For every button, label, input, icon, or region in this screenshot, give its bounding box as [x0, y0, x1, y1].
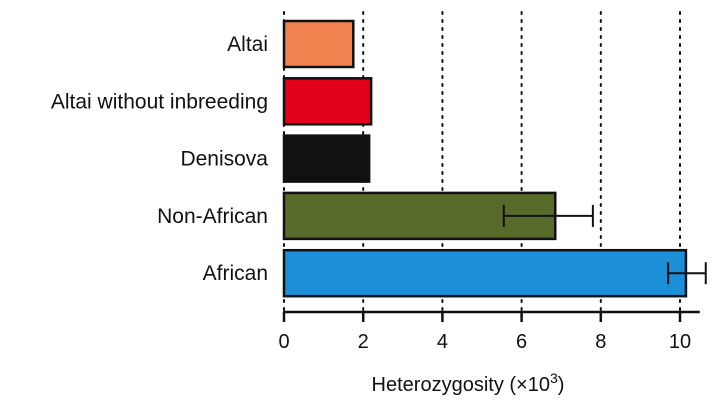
x-tick-label-6: 6	[516, 331, 527, 353]
x-tick-label-4: 4	[437, 331, 448, 353]
error-bar-african	[667, 262, 707, 285]
x-tick-label-10: 10	[669, 331, 691, 353]
error-bar-non-african	[502, 204, 594, 227]
category-label-african: African	[203, 262, 268, 285]
bar-altai	[282, 19, 355, 69]
bar-denisova	[282, 134, 371, 183]
category-label-denisova: Denisova	[180, 148, 268, 171]
x-axis-title: Heterozygosity (×103)	[372, 370, 565, 396]
category-label-non-african: Non-African	[157, 205, 268, 228]
bars	[282, 19, 688, 298]
x-tick-label-8: 8	[595, 331, 606, 353]
x-axis: 0 2 4 6 8 10	[278, 310, 700, 353]
x-tick-label-0: 0	[278, 331, 289, 353]
x-axis-title-end: )	[558, 374, 565, 396]
error-bars	[502, 204, 707, 285]
x-axis-title-exponent: 3	[550, 370, 558, 386]
x-axis-title-main: Heterozygosity (×10	[372, 374, 550, 396]
bar-african	[282, 248, 688, 298]
category-label-altai: Altai	[227, 33, 268, 56]
x-tick-label-2: 2	[358, 331, 369, 353]
category-labels: Altai Altai without inbreeding Denisova Non…	[51, 33, 268, 285]
category-label-altai-without-inbreeding: Altai without inbreeding	[51, 90, 268, 113]
bar-altai-without-inbreeding	[282, 77, 373, 126]
